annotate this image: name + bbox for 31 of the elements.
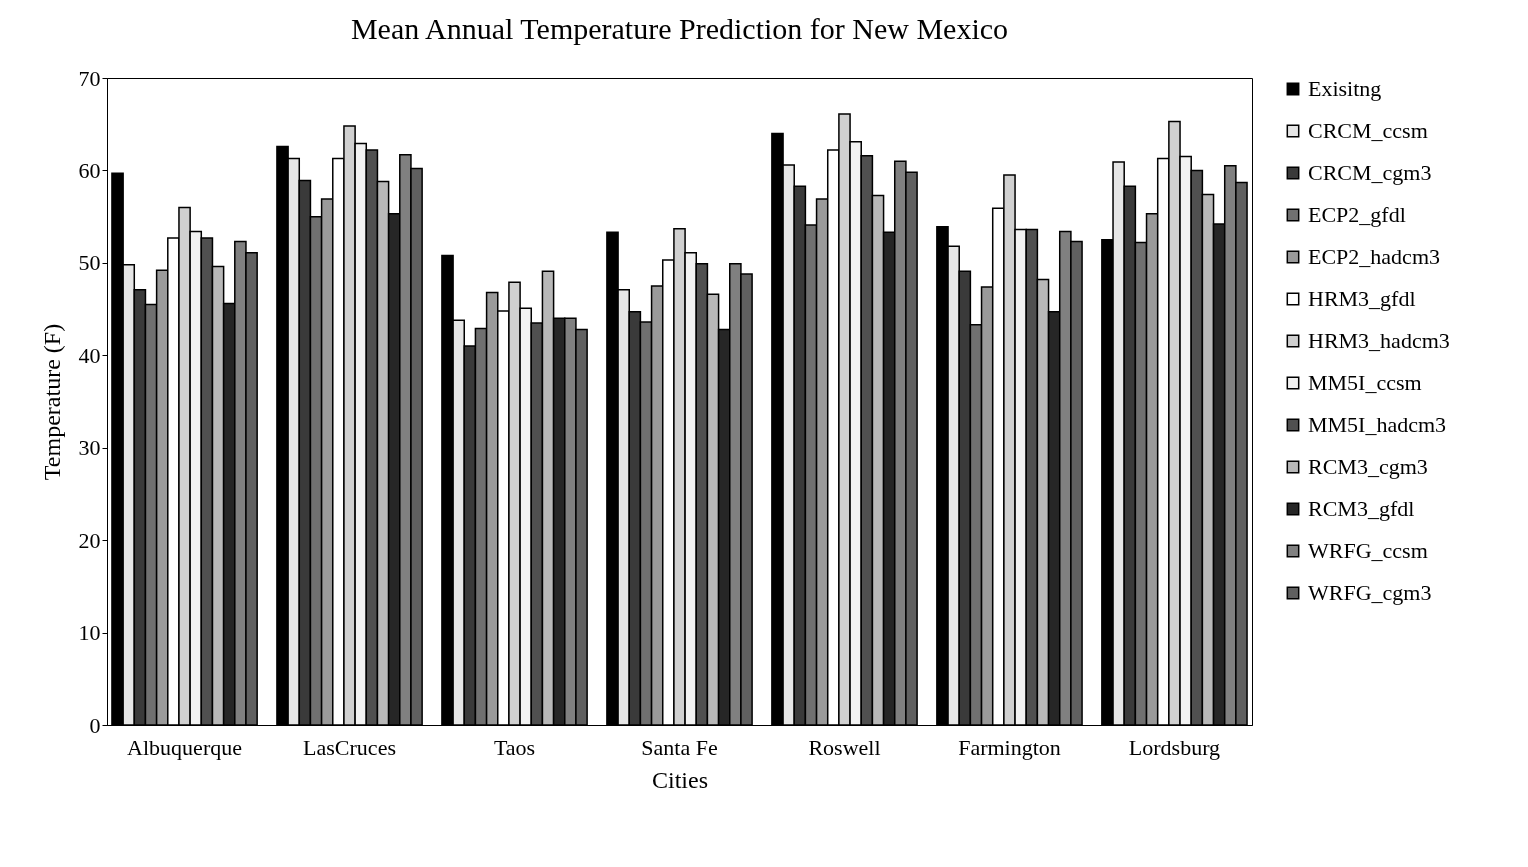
- x-tick-label: Lordsburg: [1128, 734, 1221, 760]
- legend-label: CRCM_cgm3: [1308, 160, 1432, 185]
- y-tick-label: 70: [78, 65, 101, 91]
- legend-label: HRM3_gfdl: [1308, 286, 1416, 311]
- y-tick-label: 0: [89, 712, 101, 738]
- y-tick-label: 20: [78, 527, 101, 553]
- y-tick-label: 40: [78, 342, 101, 368]
- legend-label: HRM3_hadcm3: [1308, 328, 1450, 353]
- legend-label: Exisitng: [1308, 76, 1382, 101]
- legend-label: WRFG_cgm3: [1308, 580, 1432, 605]
- legend-label: ECP2_gfdl: [1308, 202, 1406, 227]
- x-axis-title: Cities: [651, 766, 709, 793]
- x-tick-label: Taos: [493, 734, 536, 760]
- legend-label: ECP2_hadcm3: [1308, 244, 1440, 269]
- y-tick-label: 30: [78, 435, 101, 461]
- legend-label: RCM3_cgm3: [1308, 454, 1428, 479]
- y-tick-label: 50: [78, 250, 101, 276]
- y-axis-title: Temperature (F): [38, 323, 65, 481]
- x-tick-label: Albuquerque: [127, 734, 242, 760]
- y-tick-label: 10: [78, 620, 101, 646]
- x-tick-label: LasCruces: [303, 734, 396, 760]
- legend-label: WRFG_ccsm: [1308, 538, 1428, 563]
- x-tick-label: Santa Fe: [641, 734, 718, 760]
- legend-label: RCM3_gfdl: [1308, 496, 1415, 521]
- chart-title: Mean Annual Temperature Prediction for New Mexico: [350, 12, 1009, 45]
- x-tick-label: Roswell: [808, 734, 881, 760]
- x-tick-label: Farmington: [958, 734, 1061, 760]
- legend-label: MM5I_ccsm: [1308, 370, 1422, 395]
- legend-label: CRCM_ccsm: [1308, 118, 1428, 143]
- legend-label: MM5I_hadcm3: [1308, 412, 1447, 437]
- y-tick-label: 60: [78, 157, 101, 183]
